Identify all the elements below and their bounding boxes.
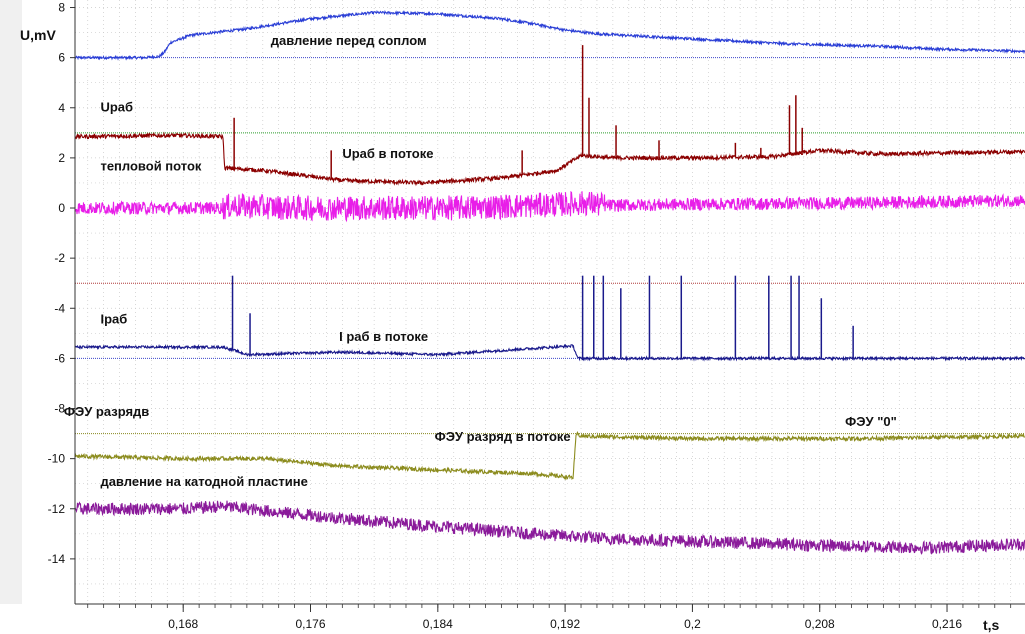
y-tick-label: -6 (54, 351, 65, 365)
y-tick-label: -8 (54, 402, 65, 416)
y-tick-label: -12 (48, 502, 66, 516)
left-panel (0, 0, 22, 604)
x-axis-title: t,s (983, 617, 1000, 633)
series-line (74, 430, 1025, 481)
annotation-label: давление перед соплом (271, 33, 427, 48)
x-tick-label: 0,176 (295, 617, 325, 631)
x-axis: 0,168 0,176 0,184 0,192 0,2 0,208 0,216 (75, 603, 1025, 631)
series-line (74, 131, 1025, 187)
series-group (74, 9, 1025, 555)
y-tick-label: -10 (48, 452, 66, 466)
series-line (74, 343, 1025, 362)
x-tick-label: 0,208 (805, 617, 835, 631)
annotation-label: тепловой поток (100, 158, 201, 173)
series-line (74, 500, 1025, 555)
annotation-label: Iраб (100, 311, 127, 326)
plot-area (22, 0, 1025, 604)
annotation-label: ФЭУ "0" (845, 414, 897, 429)
annotation-label: ФЭУ разряд в потоке (435, 429, 571, 444)
x-tick-label: 0,2 (684, 617, 701, 631)
x-tick-label: 0,184 (423, 617, 453, 631)
y-tick-label: 6 (58, 51, 65, 65)
y-tick-label: -2 (54, 251, 65, 265)
x-tick-label: 0,192 (550, 617, 580, 631)
annotation-label: ФЭУ разрядв (64, 404, 149, 419)
grid (75, 0, 1025, 604)
y-tick-label: -4 (54, 301, 65, 315)
annotation-label: Uраб в потоке (342, 146, 433, 161)
y-tick-label: 8 (58, 1, 65, 15)
annotation-label: I раб в потоке (339, 329, 428, 344)
reference-lines (75, 57, 1025, 435)
x-tick-label: 0,216 (932, 617, 962, 631)
y-axis-title: U,mV (20, 27, 56, 43)
annotation-label: Uраб (100, 100, 133, 115)
series-line (74, 9, 1025, 61)
annotation-label: давление на катодной пластине (100, 474, 307, 489)
y-axis: 8 6 4 2 0 -2 -4 -6 -8 -10 -12 -14 (48, 0, 76, 604)
x-tick-label: 0,168 (168, 617, 198, 631)
annotations: давление перед соплом Uраб Uраб в потоке те… (64, 33, 897, 489)
y-tick-label: -14 (48, 552, 66, 566)
series-line (74, 190, 1025, 223)
y-tick-label: 4 (58, 101, 65, 115)
y-tick-label: 0 (58, 201, 65, 215)
y-tick-label: 2 (58, 151, 65, 165)
